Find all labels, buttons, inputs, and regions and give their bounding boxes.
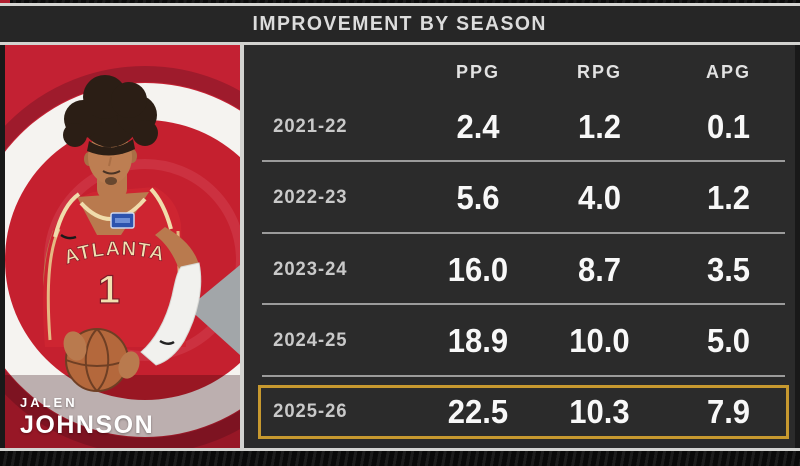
player-hand — [63, 331, 87, 361]
page-title: IMPROVEMENT BY SEASON — [252, 12, 548, 35]
name-backdrop-shade — [5, 375, 240, 448]
stat-value-ppg: 5.6 — [456, 179, 500, 217]
stat-value-ppg: 22.5 — [447, 393, 509, 431]
hawk-beak-shape — [188, 265, 240, 355]
stat-value-ppg: 2.4 — [456, 107, 500, 145]
frame-line-top — [0, 3, 800, 6]
stat-value-rpg: 10.3 — [569, 393, 630, 431]
content-row: ATLANTA 1 — [0, 45, 800, 448]
player-hair — [63, 75, 158, 156]
stat-value-apg: 3.5 — [706, 250, 751, 288]
swoosh-icon — [60, 233, 77, 240]
stat-value-ppg: 16.0 — [447, 250, 509, 288]
stat-value-rpg: 8.7 — [577, 250, 622, 288]
sleeve-swoosh-icon — [159, 339, 175, 345]
column-header-ppg: PPG — [455, 62, 500, 82]
season-label: 2021-22 — [273, 115, 348, 137]
player-figure: ATLANTA 1 — [43, 75, 202, 392]
season-label: 2022-23 — [273, 187, 348, 209]
table-row: 2023-24 16.0 8.7 3.5 — [244, 234, 795, 306]
player-panel: ATLANTA 1 — [5, 45, 240, 448]
frame-line-under-title — [0, 42, 800, 45]
table-row: 2024-25 18.9 10.0 5.0 — [244, 305, 795, 378]
jersey — [43, 187, 186, 347]
player-photo-illustration: ATLANTA 1 — [5, 45, 240, 448]
top-edge — [0, 0, 800, 3]
table-header-row: PPG RPG APG — [244, 45, 795, 91]
player-first-name: JALEN — [20, 395, 78, 410]
stat-value-apg: 1.2 — [706, 179, 751, 217]
jersey-number: 1 — [98, 268, 120, 312]
player-name-block: JALEN JOHNSON — [20, 396, 154, 438]
table-row: 2021-22 2.4 1.2 0.1 — [244, 91, 795, 163]
stat-value-rpg: 1.2 — [577, 107, 622, 145]
stat-value-rpg: 4.0 — [577, 179, 622, 217]
table-row-highlighted: 2025-26 22.5 10.3 7.9 — [244, 377, 795, 448]
stat-value-ppg: 18.9 — [447, 321, 509, 359]
arm-sleeve — [140, 262, 202, 366]
season-label: 2024-25 — [273, 329, 348, 351]
season-label: 2025-26 — [273, 401, 348, 423]
column-header-rpg: RPG — [576, 62, 622, 82]
column-header-apg: APG — [705, 62, 751, 82]
stat-value-rpg: 10.0 — [569, 321, 630, 359]
panel-table-separator — [240, 45, 244, 448]
frame-line-bottom — [0, 448, 800, 451]
season-label: 2023-24 — [273, 258, 348, 280]
stat-value-apg: 0.1 — [706, 107, 751, 145]
bottom-strip — [0, 451, 800, 466]
player-hand — [118, 351, 140, 379]
title-bar: IMPROVEMENT BY SEASON — [0, 6, 800, 42]
red-corner-sliver — [0, 0, 10, 3]
table-row: 2022-23 5.6 4.0 1.2 — [244, 162, 795, 235]
stats-table: PPG RPG APG 2021-22 2.4 1.2 0.1 2022-23 … — [244, 45, 795, 448]
player-last-name: JOHNSON — [20, 411, 155, 439]
sponsor-patch — [110, 212, 135, 229]
stat-value-apg: 7.9 — [706, 393, 751, 431]
stat-value-apg: 5.0 — [706, 321, 751, 359]
